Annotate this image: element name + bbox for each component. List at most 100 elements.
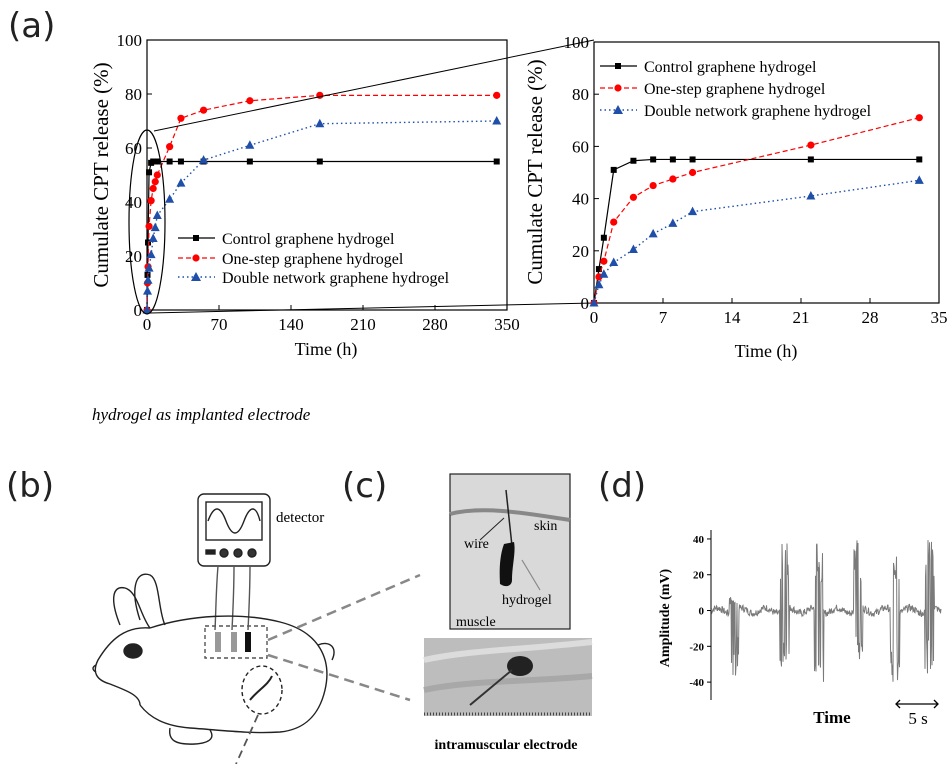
legend-label-one-step: One-step graphene hydrogel bbox=[222, 251, 404, 268]
zoom-point-square bbox=[610, 166, 617, 173]
caption-implanted: hydrogel as implanted electrode bbox=[92, 405, 311, 424]
zoom-ytick-label: 60 bbox=[572, 137, 589, 156]
main-point-triangle bbox=[148, 233, 158, 242]
panel-label-a: (a) bbox=[8, 6, 56, 46]
zoom-point-square bbox=[595, 266, 602, 273]
main-ytick-label: 60 bbox=[125, 139, 142, 158]
main-xtick-label: 280 bbox=[422, 315, 448, 334]
main-point-circle bbox=[177, 114, 185, 122]
zoom-point-circle bbox=[807, 141, 815, 149]
muscle-schematic-photo bbox=[449, 473, 571, 630]
zoom-point-triangle bbox=[599, 269, 609, 278]
zoom-point-square bbox=[916, 156, 923, 163]
main-point-circle bbox=[145, 222, 153, 230]
y-axis-label-emg: Amplitude (mV) bbox=[658, 568, 673, 667]
main-point-triangle bbox=[176, 178, 186, 187]
zoom-point-circle bbox=[688, 168, 697, 177]
main-ytick-label: 80 bbox=[125, 85, 142, 104]
zoom-ytick-label: 0 bbox=[581, 294, 590, 313]
zoom-xtick-label: 35 bbox=[931, 308, 947, 327]
wire-label: wire bbox=[464, 537, 489, 552]
main-ytick-label: 40 bbox=[125, 193, 142, 212]
zoom-ytick-label: 100 bbox=[564, 33, 590, 52]
x-axis-label-main: Time (h) bbox=[295, 339, 358, 360]
legend-marker-control bbox=[193, 235, 199, 241]
electrode-array-box bbox=[204, 625, 268, 659]
zoom-point-circle bbox=[629, 193, 638, 201]
muscle-label: muscle bbox=[456, 615, 496, 630]
main-point-triangle bbox=[150, 222, 160, 232]
main-point-square bbox=[246, 158, 253, 165]
main-point-triangle bbox=[143, 275, 153, 284]
legend-main: Control graphene hydrogel One-step graph… bbox=[178, 231, 450, 287]
zoom-xtick-label: 14 bbox=[724, 308, 742, 327]
main-point-triangle bbox=[315, 118, 325, 128]
scale-bar-label: 5 s bbox=[908, 709, 927, 728]
plot-frame-zoom bbox=[593, 41, 940, 304]
zoom-point-square bbox=[807, 156, 814, 163]
legend-zoom-marker-one-step bbox=[614, 84, 622, 92]
legend-zoom-marker-double-network bbox=[613, 105, 623, 114]
emg-ytick-label: -20 bbox=[689, 641, 704, 653]
main-xtick-label: 350 bbox=[494, 315, 520, 334]
x-axis-label-emg: Time bbox=[813, 708, 851, 727]
zoom-point-circle bbox=[595, 273, 603, 281]
legend-zoom: Control graphene hydrogel One-step graph… bbox=[600, 59, 872, 120]
main-ytick-label: 100 bbox=[117, 31, 143, 50]
caption-intramuscular: intramuscular electrode bbox=[435, 738, 578, 753]
legend-zoom-marker-control bbox=[615, 63, 621, 69]
zoom-point-triangle bbox=[628, 244, 638, 253]
zoom-point-circle bbox=[915, 114, 923, 122]
emg-trace bbox=[710, 540, 942, 682]
main-xtick-label: 140 bbox=[278, 315, 304, 334]
zoom-connector-top bbox=[153, 39, 595, 132]
zoom-point-square bbox=[689, 156, 696, 163]
x-axis-label-zoom: Time (h) bbox=[735, 341, 798, 362]
legend-zoom-label-double-network: Double network graphene hydrogel bbox=[644, 103, 872, 120]
main-point-circle bbox=[147, 197, 155, 205]
zoom-point-triangle bbox=[648, 228, 658, 238]
zoom-point-square bbox=[630, 157, 637, 164]
main-point-square bbox=[493, 158, 500, 165]
main-ytick-label: 20 bbox=[125, 247, 142, 266]
main-point-square bbox=[166, 158, 173, 165]
legend-zoom-label-one-step: One-step graphene hydrogel bbox=[644, 81, 826, 98]
main-point-square bbox=[146, 169, 153, 176]
main-point-triangle bbox=[492, 116, 502, 125]
main-point-triangle bbox=[142, 305, 152, 314]
leg-muscle-target bbox=[241, 665, 283, 715]
emg-ytick-label: -40 bbox=[689, 677, 704, 689]
rabbit-eye bbox=[123, 643, 143, 659]
main-point-triangle bbox=[143, 286, 153, 295]
zoom-point-circle bbox=[669, 175, 677, 183]
detector-screen bbox=[205, 501, 263, 541]
main-point-triangle bbox=[152, 210, 162, 219]
y-axis-label-main: Cumulate CPT release (%) bbox=[89, 62, 113, 287]
main-point-circle bbox=[199, 106, 208, 114]
zoom-ellipse bbox=[128, 129, 166, 315]
main-point-circle bbox=[151, 178, 159, 186]
zoom-point-square bbox=[600, 234, 607, 241]
zoom-point-circle bbox=[610, 218, 618, 226]
panel-label-b: (b) bbox=[6, 466, 55, 506]
zoom-xtick-label: 0 bbox=[590, 308, 599, 327]
main-xtick-label: 210 bbox=[350, 315, 376, 334]
panel-label-d: (d) bbox=[598, 466, 647, 506]
legend-marker-double-network bbox=[191, 272, 201, 281]
legend-label-double-network: Double network graphene hydrogel bbox=[222, 270, 450, 287]
zoom-point-triangle bbox=[806, 190, 816, 200]
main-point-triangle bbox=[144, 263, 154, 272]
zoom-ytick-label: 40 bbox=[572, 190, 589, 209]
legend-marker-one-step bbox=[192, 254, 200, 262]
zoom-xtick-label: 28 bbox=[862, 308, 879, 327]
legend-label-control: Control graphene hydrogel bbox=[222, 231, 395, 248]
main-point-square bbox=[316, 158, 323, 165]
panel-label-c: (c) bbox=[342, 466, 388, 506]
main-point-triangle bbox=[165, 194, 175, 203]
hydrogel-label: hydrogel bbox=[502, 593, 552, 608]
main-point-circle bbox=[149, 184, 157, 193]
skin-label: skin bbox=[534, 519, 557, 534]
zoom-series-line-1 bbox=[593, 117, 920, 304]
chart-zoom-release: 0 7 14 21 28 35 0 20 40 60 80 100 Cumulate CPT rele… bbox=[523, 33, 947, 362]
